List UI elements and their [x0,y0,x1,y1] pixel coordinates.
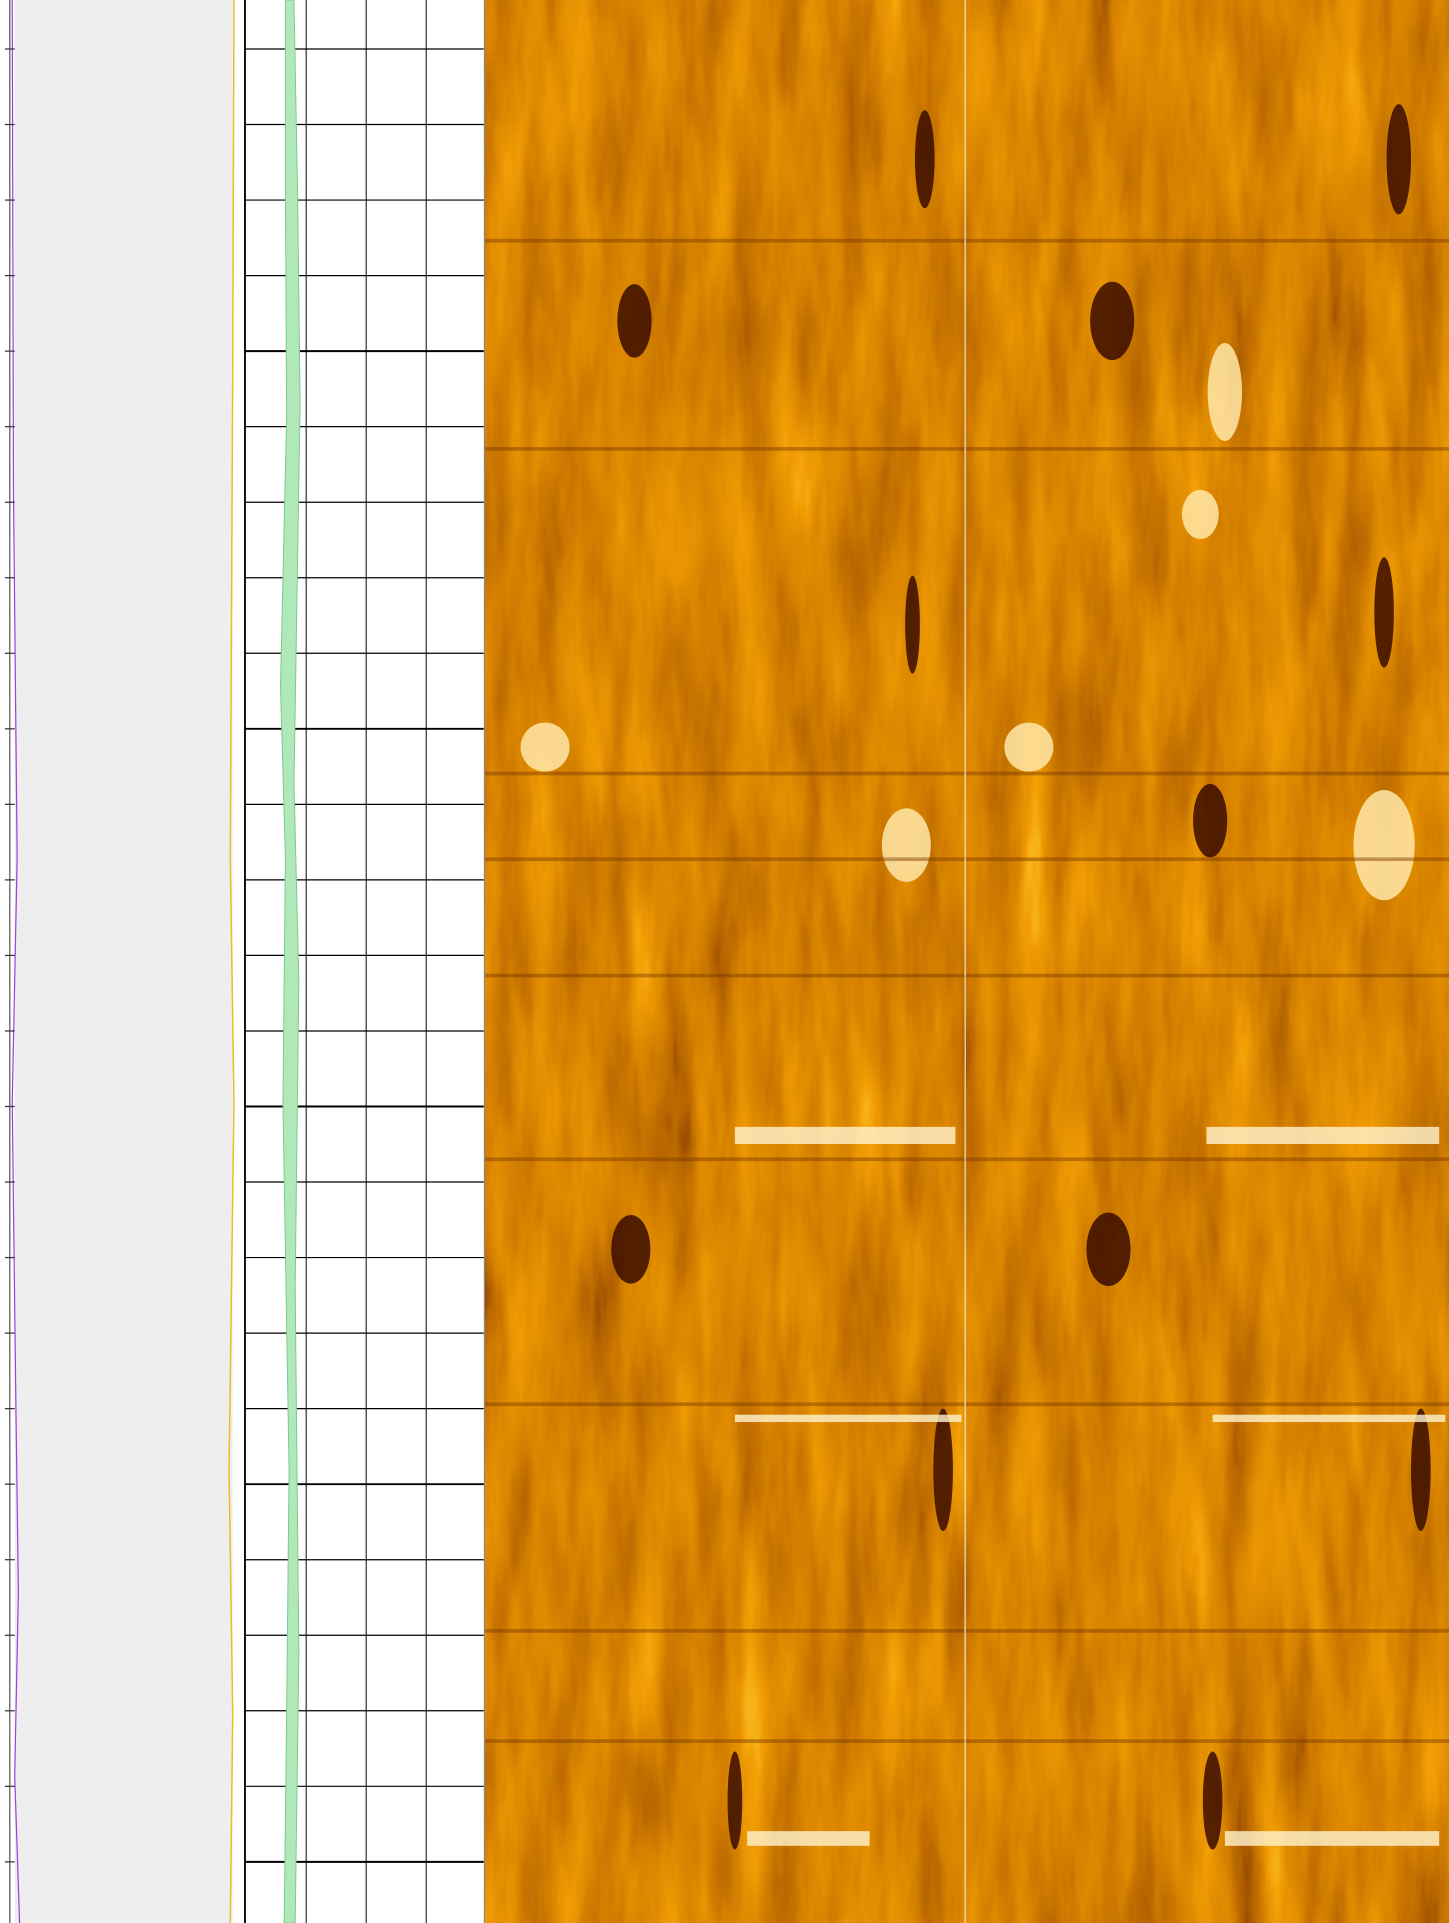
bed-boundary [485,1402,1449,1407]
bed-boundary [485,1157,1449,1162]
grid [4,0,484,1923]
light-feature [1004,722,1054,772]
light-band [1212,1414,1446,1423]
light-band [1206,1126,1440,1145]
dark-feature [1411,1408,1431,1532]
curve-fill [280,0,301,1923]
dark-feature [914,110,935,209]
bed-boundary [485,238,1449,243]
dark-feature [1086,1212,1131,1287]
dark-feature [1193,783,1228,858]
light-feature [520,722,570,772]
dark-feature [1374,557,1394,668]
bed-boundary [485,771,1449,776]
track-fill [14,0,233,1923]
dark-feature [727,1751,743,1850]
dark-feature [1386,104,1412,215]
dark-feature [611,1215,651,1284]
light-feature [1207,342,1242,441]
bed-boundary [485,1739,1449,1743]
light-band [1224,1831,1440,1846]
curve [228,0,235,1923]
bed-boundary [485,973,1449,978]
image-features [485,104,1449,1850]
dark-feature [905,575,920,674]
dark-feature [1090,281,1135,361]
dark-feature [933,1408,953,1532]
light-band [734,1126,956,1145]
light-band [734,1414,962,1423]
dark-feature [617,284,652,358]
bed-boundary [485,857,1449,862]
dark-feature [1202,1751,1223,1850]
bed-boundary [485,1629,1449,1633]
light-feature [1353,790,1415,901]
curve [11,0,21,1923]
light-feature [881,808,931,882]
bed-boundary [485,447,1449,451]
light-band [747,1831,870,1846]
light-feature [1181,489,1219,539]
